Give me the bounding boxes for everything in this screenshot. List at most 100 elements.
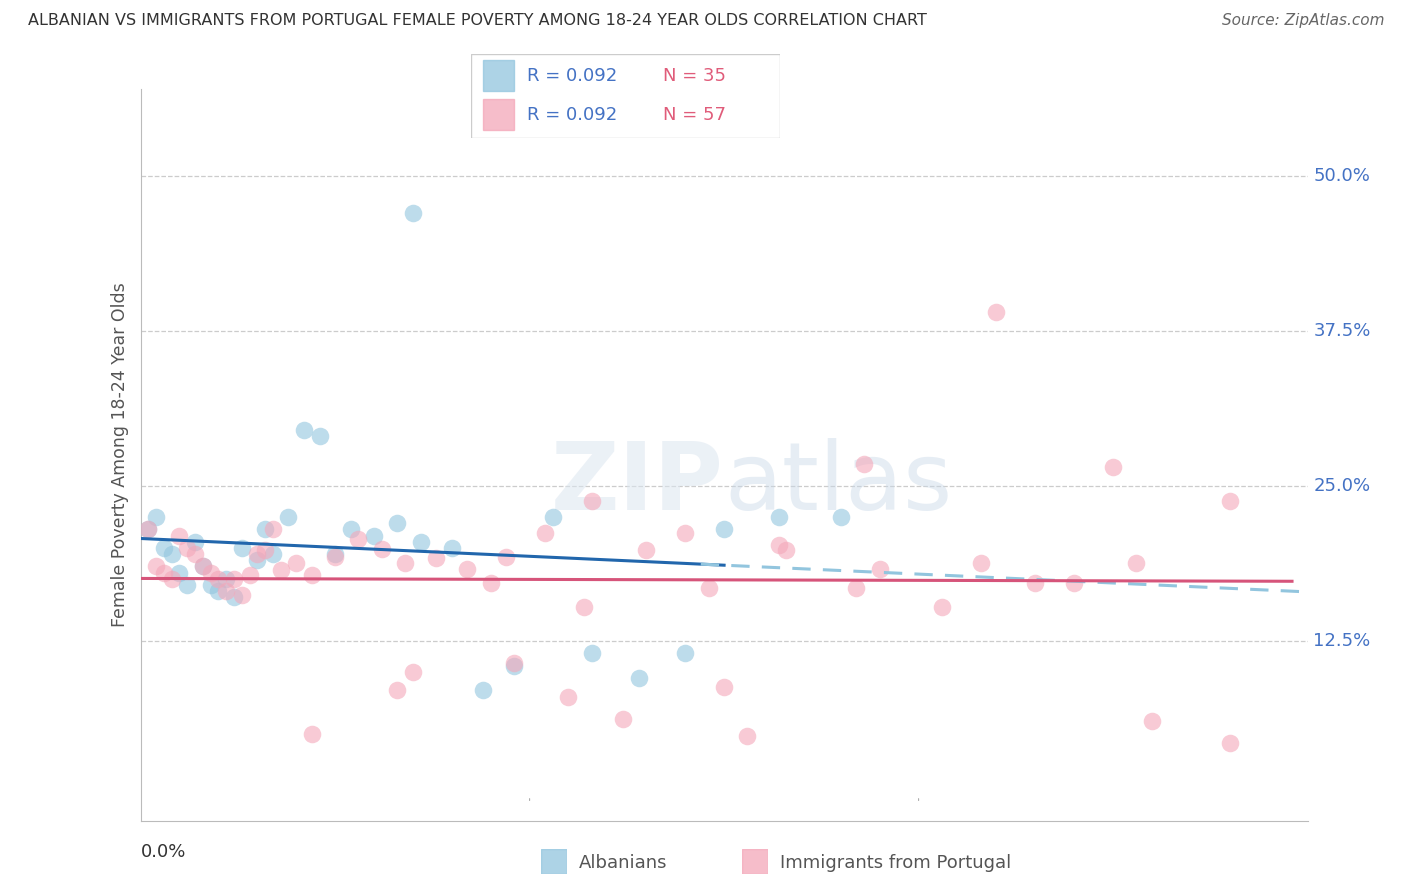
Point (138, 522, 160, 536)
Point (541, 509, 564, 524)
Point (986, 305, 1008, 319)
Point (323, 547, 346, 561)
Point (402, 206, 425, 220)
Point (495, 549, 517, 564)
Point (581, 646, 603, 660)
Point (262, 522, 284, 536)
Text: atlas: atlas (724, 438, 952, 530)
Point (768, 509, 790, 524)
Point (184, 547, 207, 561)
Text: ZIP: ZIP (551, 438, 724, 530)
Point (153, 566, 176, 580)
Point (1063, 575, 1085, 590)
Point (238, 568, 260, 582)
Point (737, 729, 759, 743)
Point (479, 575, 502, 590)
Point (713, 522, 735, 536)
Point (503, 656, 526, 670)
Point (394, 556, 416, 570)
Point (387, 683, 409, 698)
Bar (484, 99, 515, 130)
Point (534, 526, 557, 541)
Text: R = 0.092: R = 0.092 (527, 105, 617, 123)
Text: ALBANIAN VS IMMIGRANTS FROM PORTUGAL FEMALE POVERTY AMONG 18-24 YEAR OLDS CORREL: ALBANIAN VS IMMIGRANTS FROM PORTUGAL FEM… (28, 13, 927, 29)
Point (363, 528, 385, 542)
Point (931, 600, 953, 615)
Point (347, 533, 370, 547)
Point (503, 658, 526, 673)
Point (285, 556, 308, 570)
Point (557, 690, 579, 704)
Point (581, 493, 603, 508)
Point (231, 541, 253, 555)
Point (673, 526, 696, 541)
Point (207, 584, 229, 599)
Text: N = 57: N = 57 (662, 105, 725, 123)
Point (160, 547, 183, 561)
Point (169, 528, 191, 542)
Point (215, 584, 238, 599)
Text: Immigrants from Portugal: Immigrants from Portugal (780, 854, 1011, 871)
Point (207, 572, 229, 586)
Point (869, 562, 891, 576)
Point (402, 665, 425, 679)
Point (323, 549, 346, 564)
Point (1125, 556, 1147, 570)
Point (184, 534, 207, 549)
Point (713, 680, 735, 694)
Point (409, 534, 432, 549)
Point (292, 423, 315, 437)
Point (191, 559, 214, 574)
Point (176, 578, 198, 592)
Point (169, 566, 191, 580)
Point (387, 516, 409, 530)
Text: 0.0%: 0.0% (141, 843, 186, 861)
Point (191, 559, 214, 574)
Point (200, 578, 222, 592)
Point (339, 522, 361, 536)
Text: 12.5%: 12.5% (1313, 632, 1371, 650)
Point (301, 568, 323, 582)
Point (153, 541, 176, 555)
Point (471, 683, 494, 698)
Point (308, 429, 330, 443)
Point (262, 547, 284, 561)
Point (138, 522, 160, 536)
Point (1140, 714, 1163, 729)
Point (160, 572, 183, 586)
Point (612, 712, 634, 726)
Point (697, 581, 720, 595)
Point (246, 547, 269, 561)
Point (231, 588, 253, 602)
Text: R = 0.092: R = 0.092 (527, 67, 617, 85)
Text: Albanians: Albanians (579, 854, 668, 871)
Point (775, 543, 797, 558)
Point (176, 541, 198, 555)
Point (200, 566, 222, 580)
FancyBboxPatch shape (471, 54, 780, 138)
Point (277, 509, 299, 524)
Point (1024, 575, 1046, 590)
Point (636, 543, 658, 558)
Point (425, 550, 447, 565)
Point (254, 522, 277, 536)
Point (222, 591, 245, 605)
Point (254, 543, 277, 558)
Point (145, 509, 167, 524)
Text: 25.0%: 25.0% (1313, 477, 1371, 495)
Point (768, 538, 790, 552)
Point (1219, 735, 1241, 749)
Text: N = 35: N = 35 (662, 67, 725, 85)
Text: 50.0%: 50.0% (1313, 167, 1371, 185)
Point (145, 559, 167, 574)
Text: Source: ZipAtlas.com: Source: ZipAtlas.com (1222, 13, 1385, 29)
Point (673, 646, 696, 660)
Point (830, 509, 852, 524)
Point (853, 457, 876, 471)
Point (1219, 493, 1241, 508)
Text: 37.5%: 37.5% (1313, 322, 1371, 340)
Point (215, 572, 238, 586)
Point (440, 541, 463, 555)
Point (845, 581, 868, 595)
Point (270, 563, 292, 577)
